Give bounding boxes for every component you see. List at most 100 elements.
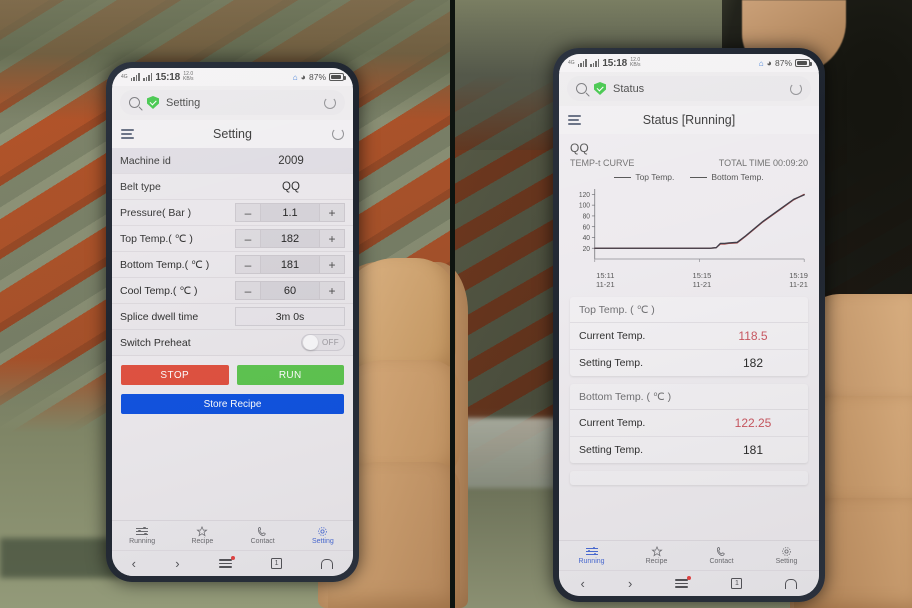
switch-preheat-toggle[interactable]: OFF xyxy=(301,334,345,351)
battery-percent: 87% xyxy=(774,58,792,68)
top-temp-value[interactable]: 182 xyxy=(261,229,319,248)
row-label: Machine id xyxy=(120,154,171,167)
phone-icon xyxy=(257,526,268,537)
chevron-left-icon[interactable]: ‹ xyxy=(580,576,585,591)
bottom-temp-stepper[interactable]: – 181 + xyxy=(235,255,345,274)
reload-icon[interactable] xyxy=(324,96,336,109)
row-belt-type[interactable]: Belt type QQ xyxy=(112,174,353,200)
panel-divider xyxy=(450,0,455,608)
search-icon[interactable] xyxy=(129,97,140,108)
row-key: Current Temp. xyxy=(579,417,646,430)
pressure-increment-button[interactable]: + xyxy=(319,203,345,222)
battery-icon xyxy=(795,59,812,67)
phone-icon xyxy=(716,546,727,557)
bottom-setting-temp-value: 181 xyxy=(742,443,764,458)
status-bar-right: 4G 15:18 12.0 KB/s ⌂ ◕ 87% xyxy=(559,54,819,72)
signal-bars-icon-2 xyxy=(143,73,153,81)
home-icon[interactable] xyxy=(785,578,798,589)
signal-bars-icon xyxy=(577,59,588,67)
menu-lines-icon[interactable] xyxy=(675,576,692,588)
card-partial-next xyxy=(570,471,808,486)
cool-temp-decrement-button[interactable]: – xyxy=(235,281,261,300)
sliders-icon xyxy=(136,526,149,537)
top-temp-increment-button[interactable]: + xyxy=(319,229,345,248)
wifi-icon: ◕ xyxy=(766,58,772,68)
row-key: Setting Temp. xyxy=(579,357,644,370)
nav-bar-right: ‹ › 1 xyxy=(559,570,819,596)
pressure-decrement-button[interactable]: – xyxy=(235,203,261,222)
row-top-temp: Top Temp.( ℃ ) – 182 + xyxy=(112,226,353,252)
pressure-value[interactable]: 1.1 xyxy=(261,203,319,222)
row-setting-temp: Setting Temp. 181 xyxy=(570,437,808,463)
gear-icon xyxy=(781,546,792,557)
tab-running[interactable]: Running xyxy=(112,521,172,550)
shield-check-icon xyxy=(147,96,159,109)
card-top-temp: Top Temp. ( ℃ ) Current Temp. 118.5 Sett… xyxy=(570,297,808,377)
star-icon xyxy=(650,546,663,557)
top-temp-stepper[interactable]: – 182 + xyxy=(235,229,345,248)
svg-text:20: 20 xyxy=(583,246,591,253)
stop-button[interactable]: STOP xyxy=(121,365,229,385)
card-bottom-temp: Bottom Temp. ( ℃ ) Current Temp. 122.25 … xyxy=(570,384,808,464)
tab-setting[interactable]: Setting xyxy=(293,521,353,550)
tab-bar-left: Running Recipe Contact Setting xyxy=(112,520,353,550)
page-title: Setting xyxy=(213,127,252,141)
tab-contact[interactable]: Contact xyxy=(233,521,293,550)
tab-recipe[interactable]: Recipe xyxy=(624,541,689,570)
tab-label: Setting xyxy=(311,538,334,545)
screen-right: 4G 15:18 12.0 KB/s ⌂ ◕ 87% Status xyxy=(559,54,819,596)
pressure-stepper[interactable]: – 1.1 + xyxy=(235,203,345,222)
tab-setting[interactable]: Setting xyxy=(754,541,819,570)
row-setting-temp: Setting Temp. 182 xyxy=(570,350,808,376)
reload-icon[interactable] xyxy=(790,82,802,95)
row-machine-id[interactable]: Machine id 2009 xyxy=(112,148,353,174)
cool-temp-stepper[interactable]: – 60 + xyxy=(235,281,345,300)
bottom-temp-value[interactable]: 181 xyxy=(261,255,319,274)
menu-lines-icon[interactable] xyxy=(218,556,235,568)
page-title: Status [Running] xyxy=(642,113,736,127)
chevron-left-icon[interactable]: ‹ xyxy=(131,556,136,571)
home-icon[interactable] xyxy=(321,558,334,569)
clock: 15:18 xyxy=(155,71,180,83)
tab-label: Setting xyxy=(775,558,798,565)
bluetooth-icon: ⌂ xyxy=(292,72,298,82)
refresh-icon[interactable] xyxy=(332,128,344,140)
top-temp-decrement-button[interactable]: – xyxy=(235,229,261,248)
browser-search-bar-left[interactable]: Setting xyxy=(120,90,345,115)
tab-running[interactable]: Running xyxy=(559,541,624,570)
hamburger-menu-icon[interactable] xyxy=(568,115,581,125)
bottom-current-temp-value: 122.25 xyxy=(734,416,772,431)
card-title: Bottom Temp. ( ℃ ) xyxy=(570,384,808,411)
browser-search-bar-right[interactable]: Status xyxy=(567,76,811,101)
tab-count-button[interactable]: 1 xyxy=(731,578,743,589)
chevron-right-icon[interactable]: › xyxy=(175,556,180,571)
store-recipe-button[interactable]: Store Recipe xyxy=(121,394,344,414)
bottom-temp-increment-button[interactable]: + xyxy=(319,255,345,274)
tab-count-button[interactable]: 1 xyxy=(271,558,283,569)
status-content: QQ TEMP-t CURVE TOTAL TIME 00:09:20 Top … xyxy=(559,134,819,540)
row-splice-dwell-time: Splice dwell time 3m 0s xyxy=(112,304,353,330)
cool-temp-increment-button[interactable]: + xyxy=(319,281,345,300)
chevron-right-icon[interactable]: › xyxy=(627,576,633,591)
battery-icon xyxy=(329,73,346,81)
tab-label: Contact xyxy=(709,558,734,565)
machine-name: QQ xyxy=(570,141,589,155)
cool-temp-value[interactable]: 60 xyxy=(261,281,319,300)
run-button[interactable]: RUN xyxy=(236,365,344,385)
chart-title: TEMP-t CURVE xyxy=(570,158,635,168)
row-current-temp: Current Temp. 122.25 xyxy=(570,410,808,438)
row-pressure: Pressure( Bar ) – 1.1 + xyxy=(112,200,353,226)
clock: 15:18 xyxy=(602,57,627,69)
network-label: 4G xyxy=(568,59,575,66)
search-icon[interactable] xyxy=(576,83,587,94)
tab-recipe[interactable]: Recipe xyxy=(172,521,232,550)
row-cool-temp: Cool Temp.( ℃ ) – 60 + xyxy=(112,278,353,304)
row-label: Top Temp.( ℃ ) xyxy=(120,232,193,245)
tab-contact[interactable]: Contact xyxy=(689,541,754,570)
bottom-temp-decrement-button[interactable]: – xyxy=(235,255,261,274)
svg-text:40: 40 xyxy=(583,235,591,242)
splice-dwell-time-field[interactable]: 3m 0s xyxy=(235,307,345,326)
hamburger-menu-icon[interactable] xyxy=(121,129,134,139)
card-title: Top Temp. ( ℃ ) xyxy=(570,297,808,324)
row-label: Bottom Temp.( ℃ ) xyxy=(120,258,210,271)
